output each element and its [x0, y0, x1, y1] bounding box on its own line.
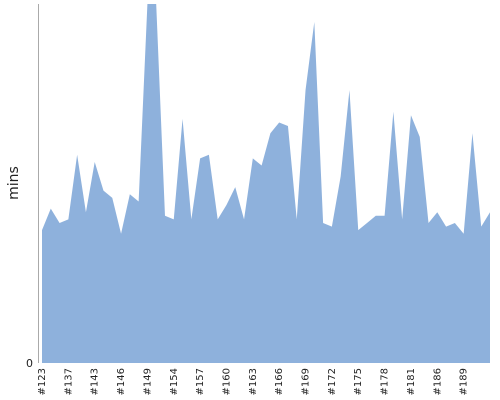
y-tick-labels: 0: [26, 357, 33, 370]
x-tick-label: #149: [142, 368, 153, 395]
x-tick-label: #186: [432, 368, 443, 395]
y-axis-label: mins: [6, 166, 22, 200]
x-tick-label: #146: [116, 368, 127, 395]
x-tick-label: #181: [406, 368, 417, 395]
x-tick-label: #189: [459, 368, 470, 395]
x-tick-label: #137: [63, 368, 74, 395]
x-tick-label: #143: [90, 368, 101, 395]
x-tick-label: #163: [248, 368, 259, 395]
series-area: [42, 4, 490, 363]
y-tick-label: 0: [26, 357, 33, 370]
x-tick-label: #123: [37, 368, 48, 395]
x-tick-label: #172: [327, 368, 338, 395]
x-tick-label: #178: [380, 368, 391, 395]
x-tick-label: #175: [353, 368, 364, 395]
x-tick-label: #157: [195, 368, 206, 395]
x-tick-label: #160: [221, 368, 232, 395]
x-tick-label: #166: [274, 368, 285, 395]
x-tick-label: #154: [169, 368, 180, 395]
x-tick-label: #169: [301, 368, 312, 395]
x-tick-labels: #123 #137 #143 #146 #149 #154 #157 #160 #163 #166…: [37, 368, 470, 395]
